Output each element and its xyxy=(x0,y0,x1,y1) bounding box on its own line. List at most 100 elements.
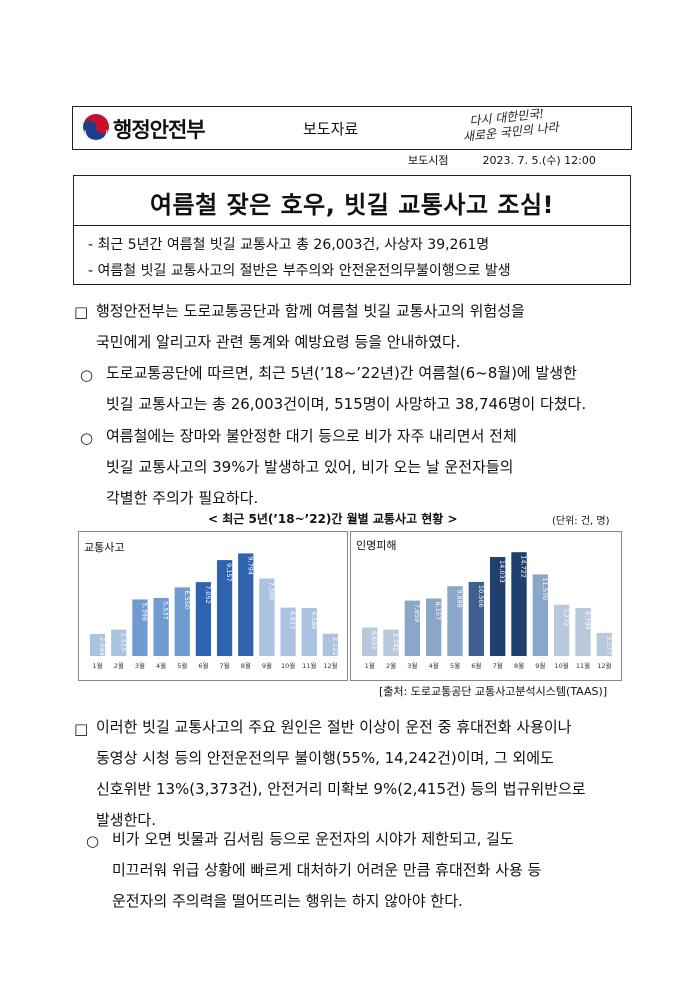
bar-3 xyxy=(404,600,421,656)
square-bullet: □ xyxy=(74,303,89,321)
bar-2 xyxy=(383,629,399,656)
bar-7 xyxy=(489,557,506,656)
bar-2 xyxy=(111,629,127,656)
bar-3 xyxy=(132,599,148,656)
month-tick-label: 12월 xyxy=(323,661,337,670)
bar-10 xyxy=(280,607,296,656)
bar-11 xyxy=(575,608,591,656)
paragraph-3: 여름철에는 장마와 불안정한 대기 등으로 비가 자주 내리면서 전체 빗길 교… xyxy=(106,427,517,507)
summary-line-1: - 최근 5년간 여름철 빗길 교통사고 총 26,003건, 사상자 39,2… xyxy=(88,237,490,253)
square-bullet: □ xyxy=(74,720,89,738)
chart-unit: (단위: 건, 명) xyxy=(552,516,610,527)
bar-value-label: 14,033 xyxy=(498,560,506,583)
bar-value-label: 6,550 xyxy=(183,590,191,609)
ministry-name: 행정안전부 xyxy=(113,118,206,142)
headline-area: 여름철 잦은 호우, 빗길 교통사고 조심! xyxy=(74,176,630,226)
bar-4 xyxy=(425,598,442,656)
month-tick-label: 6월 xyxy=(198,661,208,670)
month-tick-label: 5월 xyxy=(177,661,187,670)
header-box xyxy=(72,106,632,150)
month-tick-label: 8월 xyxy=(241,661,251,670)
bar-value-label: 2,094 xyxy=(98,637,106,656)
circle-bullet: ○ xyxy=(86,832,100,850)
casualty-chart-label: 인명피해 xyxy=(356,539,397,552)
casualty-chart: 4,033 1월 3,742 2월 7,859 3월 8,157 4월 9,898 5월 10,50… xyxy=(361,552,613,670)
bar-12 xyxy=(596,632,613,656)
chart-source: [출처: 도로교통공단 교통사고분석시스템(TAAS)] xyxy=(379,685,608,698)
month-tick-label: 1월 xyxy=(365,661,375,670)
month-tick-label: 3월 xyxy=(135,661,145,670)
paragraph-4: 이러한 빗길 교통사고의 주요 원인은 절반 이상이 운전 중 휴대전화 사용이… xyxy=(96,718,586,829)
month-tick-label: 7월 xyxy=(493,661,503,670)
bar-value-label: 4,586 xyxy=(310,611,318,630)
month-tick-label: 11월 xyxy=(576,661,590,670)
bar-1 xyxy=(361,627,378,656)
month-tick-label: 7월 xyxy=(220,661,230,670)
month-tick-label: 3월 xyxy=(407,661,417,670)
bar-10 xyxy=(553,604,570,656)
bar-value-label: 7,272 xyxy=(562,608,570,627)
bar-9 xyxy=(532,574,549,656)
accident-chart-panel xyxy=(78,531,348,681)
circle-bullet: ○ xyxy=(80,366,94,384)
bar-1 xyxy=(89,634,106,656)
bar-value-label: 7,396 xyxy=(267,582,275,601)
bar-value-label: 4,617 xyxy=(289,611,297,630)
paragraph-1: 행정안전부는 도로교통공단과 함께 여름철 빗길 교통사고의 위험성을 국민에게… xyxy=(96,302,525,351)
accident-chart: 2,094 1월 2,515 2월 5,398 3월 5,537 4월 6,550 5월 7,052… xyxy=(89,553,339,670)
bar-7 xyxy=(216,560,233,656)
bar-6 xyxy=(195,582,212,656)
bar-4 xyxy=(153,597,169,656)
month-tick-label: 4월 xyxy=(156,661,166,670)
government-emblem-icon xyxy=(83,114,109,140)
paragraph-2: 도로교통공단에 따르면, 최근 5년(’18~’22년)간 여름철(6~8월)에… xyxy=(106,364,587,413)
bar-value-label: 9,157 xyxy=(225,563,233,582)
bar-value-label: 11,570 xyxy=(541,577,549,600)
timing-label: 보도시점 xyxy=(408,154,449,167)
circle-bullet: ○ xyxy=(80,429,94,447)
month-tick-label: 11월 xyxy=(302,661,316,670)
bar-value-label: 7,052 xyxy=(204,585,212,604)
month-tick-label: 12월 xyxy=(597,661,611,670)
headline-box: 여름철 잦은 호우, 빗길 교통사고 조심! - 최근 5년간 여름철 빗길 교… xyxy=(73,175,631,285)
bar-value-label: 10,506 xyxy=(477,585,485,608)
month-tick-label: 8월 xyxy=(514,661,524,670)
month-tick-label: 6월 xyxy=(471,661,481,670)
bar-value-label: 6,799 xyxy=(584,611,592,630)
month-tick-label: 9월 xyxy=(262,661,272,670)
month-tick-label: 2월 xyxy=(114,661,124,670)
bar-11 xyxy=(301,607,317,656)
month-tick-label: 4월 xyxy=(429,661,439,670)
release-timing: 보도시점 2023. 7. 5.(수) 12:00 xyxy=(408,152,596,168)
month-tick-label: 5월 xyxy=(450,661,460,670)
headline: 여름철 잦은 호우, 빗길 교통사고 조심! xyxy=(149,191,555,219)
month-tick-label: 9월 xyxy=(535,661,545,670)
chart-title: < 최근 5년(’18~’22)간 월별 교통사고 현황 > xyxy=(208,512,458,526)
bar-value-label: 3,742 xyxy=(392,633,400,652)
bar-value-label: 9,898 xyxy=(456,589,464,608)
bar-value-label: 2,122 xyxy=(331,637,339,656)
bar-5 xyxy=(447,586,463,656)
paragraph-5: 비가 오면 빗물과 김서림 등으로 운전자의 시야가 제한되고, 길도 미끄러워… xyxy=(112,830,542,910)
bar-value-label: 8,157 xyxy=(434,601,442,620)
month-tick-label: 10월 xyxy=(555,661,569,670)
bar-value-label: 9,794 xyxy=(246,556,254,575)
accident-chart-label: 교통사고 xyxy=(84,541,125,554)
press-release-label: 보도자료 xyxy=(303,120,359,138)
timing-value: 2023. 7. 5.(수) 12:00 xyxy=(482,154,596,167)
casualty-chart-panel xyxy=(350,531,622,681)
bar-value-label: 5,398 xyxy=(140,602,148,621)
bar-8 xyxy=(238,553,254,656)
bar-12 xyxy=(322,633,339,656)
bar-8 xyxy=(511,552,527,656)
bar-value-label: 5,537 xyxy=(162,601,170,620)
bar-value-label: 4,033 xyxy=(370,631,378,650)
bar-value-label: 2,515 xyxy=(119,633,127,652)
bar-value-label: 3,277 xyxy=(605,636,613,655)
bar-value-label: 14,722 xyxy=(520,555,528,578)
bar-5 xyxy=(174,587,190,656)
summary-line-2: - 여름철 빗길 교통사고의 절반은 부주의와 안전운전의무불이행으로 발생 xyxy=(88,263,511,279)
bar-6 xyxy=(468,581,485,656)
bar-9 xyxy=(259,578,275,656)
month-tick-label: 10월 xyxy=(281,661,295,670)
